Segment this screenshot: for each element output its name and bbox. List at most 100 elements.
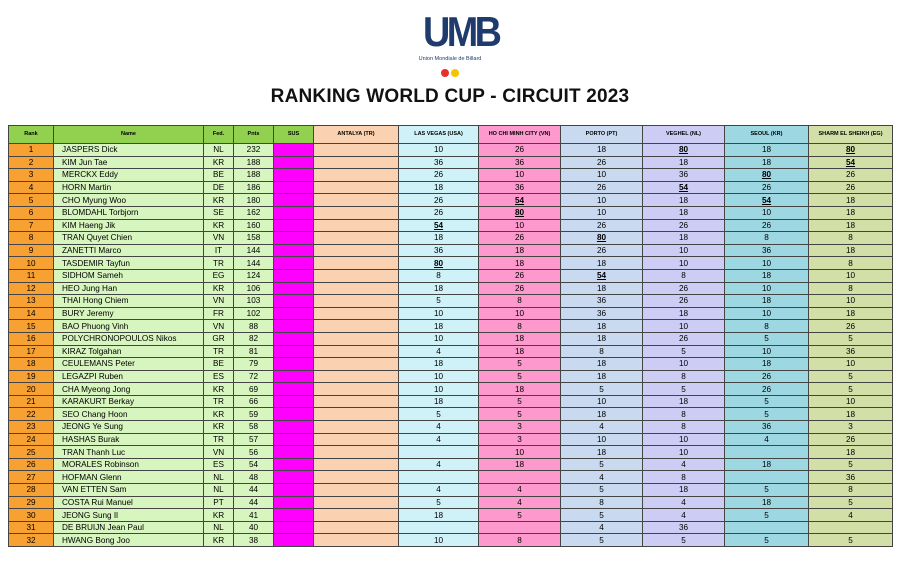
cell-antalya [313, 495, 399, 510]
cell-rank: 18 [8, 357, 54, 371]
cell-seoul: 18 [724, 143, 809, 157]
cell-veghel: 26 [642, 331, 725, 346]
cell-veghel: 18 [642, 205, 725, 220]
cell-seoul: 10 [724, 205, 809, 220]
cell-las-vegas: 36 [398, 155, 479, 170]
table-row: 27 HOFMAN Glenn NL 48 4 8 36 [8, 470, 893, 485]
cell-sus [273, 407, 314, 422]
cell-sharm [808, 520, 893, 535]
cell-rank: 17 [8, 344, 54, 359]
cell-sharm: 5 [808, 369, 893, 384]
cell-antalya [313, 205, 399, 220]
table-row: 12 HEO Jung Han KR 106 18 26 18 26 10 8 [8, 281, 893, 296]
cell-las-vegas: 18 [398, 180, 479, 195]
cell-antalya [313, 218, 399, 233]
cell-las-vegas: 4 [398, 344, 479, 359]
cell-pnts: 38 [233, 533, 274, 547]
cell-antalya [313, 382, 399, 396]
cell-ho-chi-minh: 10 [478, 218, 561, 233]
cell-porto: 80 [560, 231, 643, 245]
header-porto: PORTO (PT) [560, 125, 643, 144]
cell-sus [273, 382, 314, 396]
cell-seoul: 26 [724, 180, 809, 195]
cell-veghel: 8 [642, 420, 725, 434]
cell-fed: NL [203, 470, 234, 485]
cell-rank: 2 [8, 155, 54, 170]
cell-rank: 26 [8, 457, 54, 472]
cell-fed: TR [203, 344, 234, 359]
table-row: 14 BURY Jeremy FR 102 10 10 36 18 10 18 [8, 306, 893, 321]
cell-porto: 18 [560, 407, 643, 422]
cell-sharm: 10 [808, 394, 893, 409]
cell-antalya [313, 483, 399, 497]
cell-porto: 54 [560, 268, 643, 283]
cell-pnts: 124 [233, 268, 274, 283]
cell-sus [273, 369, 314, 384]
cell-pnts: 188 [233, 168, 274, 182]
cell-sharm: 18 [808, 205, 893, 220]
cell-las-vegas: 10 [398, 143, 479, 157]
cell-sharm: 5 [808, 382, 893, 396]
cell-antalya [313, 432, 399, 447]
cell-fed: GR [203, 331, 234, 346]
cell-seoul: 36 [724, 420, 809, 434]
cell-porto: 36 [560, 294, 643, 308]
cell-sus [273, 420, 314, 434]
cell-pnts: 158 [233, 231, 274, 245]
cell-rank: 12 [8, 281, 54, 296]
cell-veghel: 4 [642, 457, 725, 472]
cell-fed: TR [203, 394, 234, 409]
table-row: 30 JEONG Sung Il KR 41 18 5 5 4 5 4 [8, 508, 893, 522]
cell-fed: KR [203, 281, 234, 296]
cell-veghel: 18 [642, 231, 725, 245]
cell-fed: VN [203, 319, 234, 333]
cell-rank: 13 [8, 294, 54, 308]
cell-sus [273, 357, 314, 371]
cell-porto: 10 [560, 394, 643, 409]
cell-fed: NL [203, 520, 234, 535]
cell-las-vegas: 18 [398, 394, 479, 409]
cell-pnts: 186 [233, 180, 274, 195]
table-row: 17 KIRAZ Tolgahan TR 81 4 18 8 5 10 36 [8, 344, 893, 359]
cell-ho-chi-minh: 8 [478, 319, 561, 333]
cell-rank: 28 [8, 483, 54, 497]
table-row: 15 BAO Phuong Vinh VN 88 18 8 18 10 8 26 [8, 319, 893, 333]
cell-las-vegas: 4 [398, 432, 479, 447]
cell-sharm: 36 [808, 470, 893, 485]
cell-ho-chi-minh: 26 [478, 231, 561, 245]
cell-sharm: 10 [808, 357, 893, 371]
logo-yellow-dot [451, 69, 459, 77]
cell-sus [273, 268, 314, 283]
cell-las-vegas: 36 [398, 243, 479, 258]
cell-seoul: 26 [724, 382, 809, 396]
cell-rank: 25 [8, 445, 54, 459]
cell-porto: 26 [560, 155, 643, 170]
cell-antalya [313, 155, 399, 170]
cell-sus [273, 218, 314, 233]
header-las-vegas: LAS VEGAS (USA) [398, 125, 479, 144]
cell-veghel: 10 [642, 445, 725, 459]
cell-rank: 16 [8, 331, 54, 346]
cell-porto: 5 [560, 457, 643, 472]
table-row: 4 HORN Martin DE 186 18 36 26 54 26 26 [8, 180, 893, 195]
cell-seoul: 18 [724, 268, 809, 283]
cell-ho-chi-minh: 36 [478, 180, 561, 195]
cell-ho-chi-minh: 8 [478, 294, 561, 308]
cell-name: KIM Jun Tae [53, 155, 204, 170]
cell-veghel: 54 [642, 180, 725, 195]
cell-sharm: 8 [808, 231, 893, 245]
cell-name: COSTA Rui Manuel [53, 495, 204, 510]
cell-ho-chi-minh: 18 [478, 344, 561, 359]
cell-las-vegas: 5 [398, 294, 479, 308]
cell-name: KARAKURT Berkay [53, 394, 204, 409]
cell-las-vegas: 4 [398, 420, 479, 434]
cell-veghel: 10 [642, 357, 725, 371]
cell-sharm: 18 [808, 193, 893, 207]
cell-name: HEO Jung Han [53, 281, 204, 296]
cell-seoul: 10 [724, 256, 809, 270]
cell-name: KIM Haeng Jik [53, 218, 204, 233]
cell-seoul [724, 445, 809, 459]
cell-las-vegas: 8 [398, 268, 479, 283]
cell-antalya [313, 243, 399, 258]
cell-las-vegas: 5 [398, 407, 479, 422]
